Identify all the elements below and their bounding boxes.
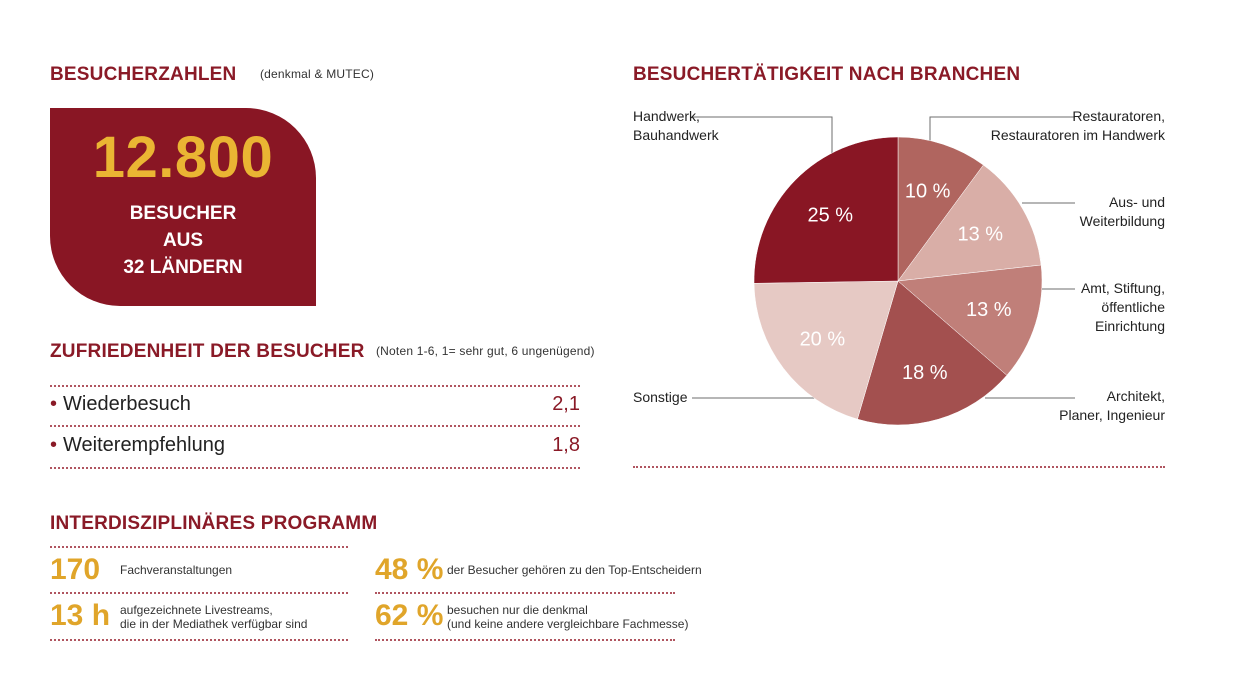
chart-title: BESUCHERTÄTIGKEIT NACH BRANCHEN: [633, 64, 1021, 85]
pie-percent-label: 20 %: [800, 329, 846, 351]
program-text: besuchen nur die denkmal (und keine ande…: [447, 603, 688, 631]
pie-slice: [897, 164, 1042, 282]
program-number: 48 %: [375, 553, 444, 586]
program-text-line: Fachveranstaltungen: [120, 563, 233, 577]
program-number: 170: [50, 553, 101, 586]
program-text-line: (und keine andere vergleichbare Fachmess…: [447, 617, 689, 631]
legend-line: öffentliche: [1101, 299, 1165, 315]
satisfaction-value: 2,1: [552, 393, 580, 415]
satisfaction-row: • Weiterempfehlung 1,8: [50, 434, 580, 474]
program-number: 62 %: [375, 599, 444, 632]
pie-percent-label: 25 %: [807, 204, 853, 226]
visitors-heading-text: BESUCHERZAHLEN: [50, 64, 237, 85]
caption-line-1: BESUCHER: [129, 203, 237, 224]
program-text: aufgezeichnete Livestreams, die in der M…: [120, 603, 307, 631]
pie-slice: [897, 264, 1043, 376]
divider: [50, 546, 348, 548]
label-ausbildung: Aus- und Weiterbildung: [1080, 193, 1165, 231]
pie-slice: [753, 280, 899, 420]
satisfaction-note: (Noten 1-6, 1= sehr gut, 6 ungenügend): [375, 344, 595, 358]
pie-percent-label: 10 %: [905, 181, 951, 203]
legend-line: Restauratoren im Handwerk: [990, 127, 1165, 143]
visitors-heading: BESUCHERZAHLEN (denkmal & MUTEC): [50, 64, 374, 86]
label-handwerk: Handwerk, Bauhandwerk: [633, 107, 719, 145]
satisfaction-heading-text: ZUFRIEDENHEIT DER BESUCHER: [50, 341, 365, 362]
program-text-line: der Besucher gehören zu den Top-Entschei…: [447, 563, 702, 577]
visitor-count-caption: BESUCHER AUS 32 LÄNDERN: [50, 200, 316, 281]
label-restauratoren: Restauratoren, Restauratoren im Handwerk: [991, 107, 1165, 145]
program-text-line: besuchen nur die denkmal: [447, 603, 588, 617]
divider: [50, 385, 580, 387]
legend-line: Amt, Stiftung,: [1080, 280, 1165, 296]
legend-line: Bauhandwerk: [633, 127, 719, 143]
pie-slice: [857, 280, 1008, 426]
bullet-icon: •: [50, 393, 58, 415]
legend-line: Architekt,: [1106, 388, 1165, 404]
leader-lines: [692, 116, 1075, 399]
pie-percent-label: 13 %: [966, 299, 1012, 321]
legend-line: Restauratoren,: [1072, 108, 1165, 124]
divider: [633, 466, 1165, 468]
label-sonstige: Sonstige: [633, 388, 687, 407]
caption-line-3: 32 LÄNDERN: [123, 257, 243, 278]
caption-line-2: AUS: [162, 230, 204, 251]
legend-line: Planer, Ingenieur: [1059, 407, 1165, 423]
label-architekt: Architekt, Planer, Ingenieur: [1059, 387, 1165, 425]
divider: [375, 592, 675, 594]
pie-slice: [753, 136, 899, 284]
program-text: Fachveranstaltungen: [120, 563, 232, 577]
satisfaction-row: • Wiederbesuch 2,1: [50, 393, 580, 433]
program-text-line: die in der Mediathek verfügbar sind: [120, 617, 308, 631]
pie-percent-labels: 10 % 13 % 13 % 18 % 20 % 25 %: [800, 181, 1012, 384]
program-text-line: aufgezeichnete Livestreams,: [120, 603, 273, 617]
satisfaction-heading: ZUFRIEDENHEIT DER BESUCHER (Noten 1-6, 1…: [50, 341, 595, 363]
legend-line: Sonstige: [633, 389, 688, 405]
bullet-icon: •: [50, 434, 58, 456]
satisfaction-label: Wiederbesuch: [63, 393, 191, 415]
divider: [50, 467, 580, 469]
legend-line: Weiterbildung: [1079, 213, 1165, 229]
visitor-count-card: 12.800 BESUCHER AUS 32 LÄNDERN: [50, 108, 316, 306]
divider: [50, 425, 580, 427]
program-heading: INTERDISZIPLINÄRES PROGRAMM: [50, 513, 378, 534]
pie-slices: [753, 136, 1043, 426]
visitors-note: (denkmal & MUTEC): [259, 67, 375, 81]
legend-line: Handwerk,: [633, 108, 700, 124]
visitor-count: 12.800: [92, 125, 274, 190]
legend-line: Einrichtung: [1094, 318, 1165, 334]
satisfaction-value: 1,8: [552, 434, 580, 456]
pie-slice: [897, 136, 984, 282]
pie-percent-label: 18 %: [902, 362, 948, 384]
pie-percent-label: 13 %: [958, 223, 1004, 245]
divider: [50, 592, 348, 594]
legend-line: Aus- und: [1108, 194, 1165, 210]
leader-line: [693, 116, 833, 153]
satisfaction-label: Weiterempfehlung: [63, 434, 225, 456]
program-number: 13 h: [50, 599, 111, 632]
label-amt: Amt, Stiftung, öffentliche Einrichtung: [1081, 279, 1165, 336]
divider: [375, 639, 675, 641]
program-text: der Besucher gehören zu den Top-Entschei…: [447, 563, 702, 577]
leader-line: [929, 116, 1075, 145]
divider: [50, 639, 348, 641]
